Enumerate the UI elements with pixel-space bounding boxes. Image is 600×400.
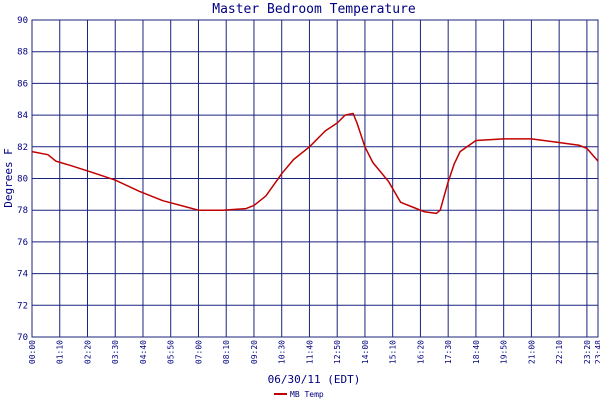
x-tick-label: 12:50 [333,340,342,364]
y-tick-label: 90 [17,16,28,26]
x-tick-label: 23:20 [583,340,592,364]
y-tick-label: 82 [17,143,28,153]
x-tick-label: 02:20 [83,340,92,364]
y-axis-label: Degrees F [2,148,15,208]
x-tick-label: 11:40 [305,340,314,364]
x-axis-label: 06/30/11 (EDT) [268,373,361,386]
y-tick-label: 74 [17,270,28,280]
y-tick-label: 72 [17,301,28,311]
y-tick-label: 70 [17,333,28,343]
x-tick-label: 18:40 [472,340,481,364]
y-tick-label: 84 [17,111,28,121]
x-tick-label: 08:10 [222,340,231,364]
x-tick-label: 14:00 [361,340,370,364]
x-tick-label: 10:30 [278,340,287,364]
x-tick-label: 16:20 [416,340,425,364]
x-tick-label: 04:40 [139,340,148,364]
x-tick-label: 05:50 [167,340,176,364]
x-tick-label: 17:30 [444,340,453,364]
y-axis-ticks: 70 72 74 76 78 80 82 84 86 88 90 [17,16,28,343]
y-tick-label: 88 [17,48,28,58]
x-tick-label: 01:10 [56,340,65,364]
x-axis-ticks: 00:00 01:10 02:20 03:30 04:40 05:50 07:00 08:10… [28,340,600,364]
series-line-mb-temp [31,112,599,215]
legend-label: MB Temp [290,390,324,399]
x-tick-label: 15:10 [389,340,398,364]
y-tick-label: 78 [17,206,28,216]
x-tick-label: 23:48 [594,340,600,364]
x-tick-label: 07:00 [194,340,203,364]
x-tick-label: 09:20 [250,340,259,364]
legend: MB Temp [274,390,324,399]
x-tick-label: 22:10 [555,340,564,364]
x-tick-label: 00:00 [28,340,37,364]
y-tick-label: 76 [17,238,28,248]
x-tick-label: 19:50 [500,340,509,364]
series-layer [31,112,599,215]
x-tick-label: 21:00 [527,340,536,364]
y-tick-label: 80 [17,175,28,185]
chart-title: Master Bedroom Temperature [212,2,416,17]
y-tick-label: 86 [17,79,28,89]
plot-frame [31,19,599,338]
gridlines [31,19,599,338]
x-tick-label: 03:30 [111,340,120,364]
